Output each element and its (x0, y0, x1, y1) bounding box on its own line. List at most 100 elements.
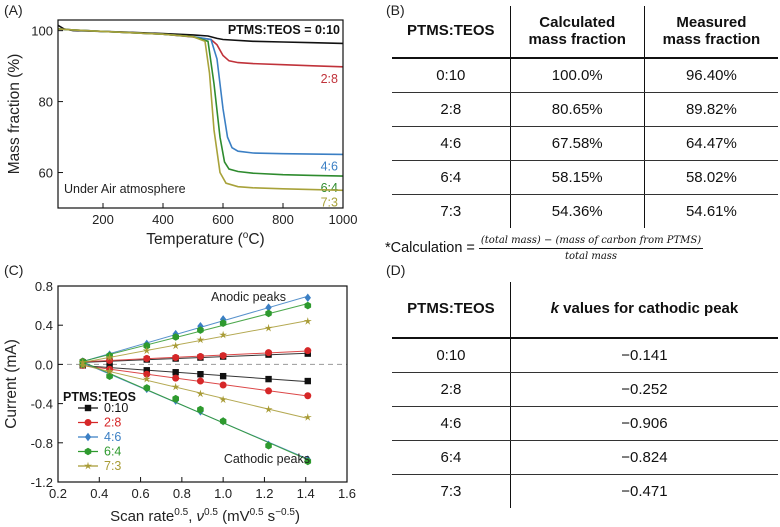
x-label-text: ) (295, 508, 300, 525)
x-label-text: Scan rate (110, 508, 174, 525)
y-tick-label: -0.8 (31, 436, 53, 451)
table-d-cell: 0:10 (392, 338, 511, 373)
table-b-cell: 64.47% (643, 126, 778, 161)
marker-star (219, 330, 228, 339)
table-b-cell: 2:8 (392, 92, 511, 127)
table-d-row: 2:8 −0.252 (392, 372, 778, 407)
cv-series-0-10 (79, 350, 311, 385)
marker-circle (265, 349, 273, 357)
marker-square (172, 369, 179, 376)
y-tick-label: 60 (39, 166, 53, 181)
y-axis-label: Current (mA) (3, 339, 20, 429)
k-header-tail: values for cathodic peak (558, 300, 739, 318)
table-b-row: 7:3 54.36% 54.61% (392, 194, 778, 228)
table-d-cell: 2:8 (392, 372, 511, 407)
x-label-text: (mV (218, 508, 250, 525)
x-tick-label: 600 (212, 212, 234, 227)
header-line: mass fraction (528, 30, 626, 48)
x-tick-label: 0.2 (49, 486, 67, 501)
tga-series-label: 6:4 (321, 181, 338, 195)
x-tick-label: 200 (92, 212, 114, 227)
x-label-sup: 0.5 (174, 507, 188, 518)
anodic-fit-line (82, 295, 308, 362)
calculation-fraction: (total mass) − (mass of carbon from PTMS… (478, 235, 704, 262)
marker-star (196, 335, 205, 344)
table-d-row: 7:3 −0.471 (392, 474, 778, 508)
marker-hexagon (219, 417, 227, 425)
table-d-cell: 4:6 (392, 406, 511, 441)
cv-plot-frame (57, 285, 348, 483)
marker-square (304, 377, 311, 385)
x-tick-label: 400 (152, 212, 174, 227)
marker-circle (219, 352, 227, 360)
calculation-footnote: *Calculation = (total mass) − (mass of c… (385, 228, 780, 268)
tga-series-label: 2:8 (321, 72, 338, 86)
x-tick-label: 0.6 (132, 486, 150, 501)
marker-hexagon (172, 394, 179, 403)
marker-square (197, 371, 204, 378)
marker-circle (106, 356, 114, 364)
cv-series-6-4 (79, 301, 312, 466)
panel-a-label: (A) (4, 2, 23, 18)
x-axis-label: Scan rate0.5, ν0.5 (mV0.5 s−0.5) (110, 507, 300, 525)
marker-square (143, 367, 150, 374)
marker-circle (143, 370, 151, 378)
header-line: PTMS:TEOS (407, 22, 495, 40)
marker-diamond (304, 293, 311, 302)
legend-label: 0:10 (104, 401, 128, 415)
table-b-cell: 7:3 (440, 202, 462, 220)
marker-hexagon (304, 301, 312, 310)
anodic-fit-line (82, 352, 308, 363)
table-d-cell: −0.252 (509, 372, 778, 407)
marker-hexagon (219, 319, 227, 327)
panel-d-label: (D) (386, 262, 406, 278)
marker-star (303, 413, 312, 421)
marker-square (84, 404, 92, 412)
table-d-cell: −0.824 (509, 440, 778, 475)
marker-circle (172, 354, 180, 362)
y-axis-label: Mass fraction (%) (6, 54, 23, 175)
table-b-cell: 67.58% (509, 126, 645, 161)
header-line: Calculated (539, 14, 616, 31)
table-b-cell: 6:4 (392, 160, 511, 195)
fraction-denominator: total mass (564, 250, 618, 262)
table-b-row: 4:6 67.58% 64.47% (392, 126, 778, 161)
marker-star (105, 367, 114, 375)
table-b-cell: 89.82% (643, 92, 778, 127)
x-axis-label-text: Temperature ( (146, 231, 243, 248)
table-b-cell: 58.15% (509, 160, 645, 195)
panel-b-label: (B) (386, 2, 405, 18)
table-b-row: 2:8 80.65% 89.82% (392, 92, 778, 127)
table-d-cell: −0.141 (509, 338, 778, 373)
marker-circle (196, 353, 204, 361)
cathodic-annotation: Cathodic peaks (224, 452, 310, 466)
tga-series-label: 7:3 (321, 195, 338, 209)
marker-star (142, 346, 151, 355)
marker-star (171, 341, 180, 350)
marker-star (219, 395, 228, 404)
table-b-cell: 100.0% (509, 58, 645, 93)
marker-hexagon (197, 405, 204, 414)
x-label-sup: 0.5 (250, 507, 264, 518)
marker-star (171, 382, 180, 391)
table-d-cell: 6:4 (392, 440, 511, 475)
table-d-cell: −0.906 (509, 406, 778, 441)
marker-diamond (265, 303, 272, 312)
legend-title: PTMS:TEOS = 0:10 (228, 23, 340, 37)
y-tick-label: 0.0 (35, 357, 53, 372)
footnote-prefix: *Calculation = (385, 240, 475, 256)
tga-plot-frame (57, 19, 344, 209)
table-b-row: 6:4 58.15% 58.02% (392, 160, 778, 195)
header-line: mass fraction (662, 30, 761, 48)
x-tick-label: 1.2 (255, 486, 273, 501)
marker-circle (143, 355, 151, 363)
table-d-header-ratio: PTMS:TEOS (407, 300, 495, 318)
marker-circle (219, 381, 227, 389)
table-d-row: 6:4 −0.824 (392, 440, 778, 475)
y-tick-label: 0.4 (35, 318, 53, 333)
x-label-text: s (264, 508, 276, 525)
x-tick-label: 1.6 (338, 486, 356, 501)
x-tick-label: 800 (272, 212, 294, 227)
marker-circle (265, 387, 273, 395)
